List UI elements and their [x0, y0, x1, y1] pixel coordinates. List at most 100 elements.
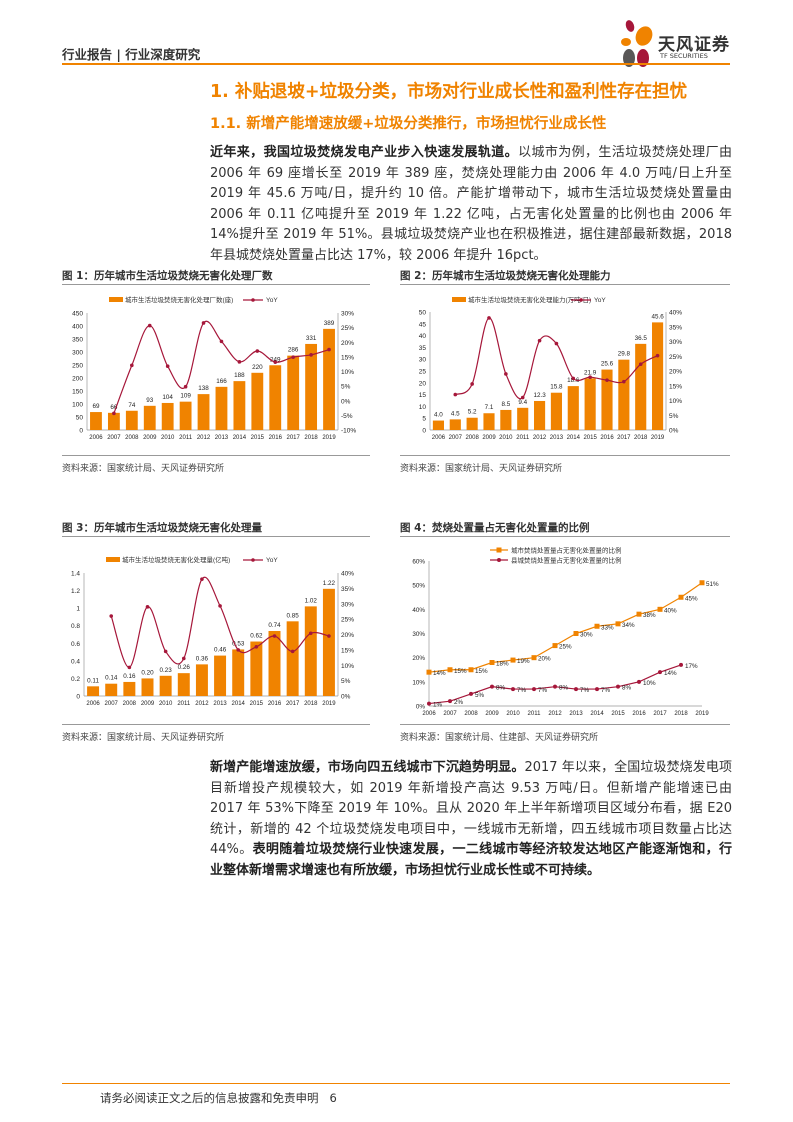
bar-data-label: 138	[198, 385, 209, 392]
footer: 请务必阅读正文之后的信息披露和免责申明 6	[100, 1090, 337, 1106]
bar-data-label: 331	[306, 335, 317, 342]
bar	[269, 365, 282, 430]
x-tick-label: 2013	[213, 701, 227, 707]
bar	[500, 409, 512, 430]
y-tick-label: 1	[76, 606, 80, 613]
y-tick-label: 25	[419, 369, 427, 376]
footer-divider	[62, 1083, 730, 1084]
bar	[322, 588, 335, 696]
y-tick-label: 20%	[412, 655, 425, 662]
y-tick-label: 50%	[412, 583, 425, 590]
bar	[517, 407, 529, 430]
data-label: 7%	[601, 687, 611, 694]
figure-divider	[62, 455, 370, 456]
yoy-point	[219, 339, 224, 344]
x-tick-label: 2007	[449, 435, 463, 441]
figure-4-title: 图 4：焚烧处置量占无害化处置量的比例	[400, 522, 590, 534]
y2-tick-label: 10%	[669, 398, 682, 405]
x-tick-label: 2018	[674, 711, 688, 717]
bar-data-label: 0.46	[214, 647, 227, 654]
data-point	[699, 580, 705, 586]
logo-english: TF SECURITIES	[660, 52, 708, 60]
data-point	[679, 662, 683, 667]
data-label: 33%	[601, 624, 614, 631]
bar-data-label: 4.5	[451, 410, 460, 417]
x-tick-label: 2008	[125, 435, 139, 441]
section-heading: 1. 补贴退坡+垃圾分类，市场对行业成长性和盈利性存在担忧	[210, 82, 688, 102]
x-tick-label: 2011	[516, 435, 530, 441]
bar-data-label: 0.53	[232, 640, 245, 647]
x-tick-label: 2008	[465, 435, 479, 441]
figure-4-chart: 0% 10% 20% 30% 40% 50% 60% 2006 2007 2008 2009 2010…	[412, 546, 719, 718]
legend-bar-label: 城市生活垃圾焚烧无害化处理厂数(座)	[125, 295, 233, 304]
x-tick-label: 2015	[251, 435, 265, 441]
x-tick-label: 2016	[600, 435, 614, 441]
yoy-point	[200, 577, 204, 581]
analysis-paragraph: 新增产能增速放缓，市场向四五线城市下沉趋势明显。2017 年以来，全国垃圾焚烧发…	[210, 758, 732, 882]
yoy-point	[655, 353, 660, 358]
bar	[287, 355, 300, 430]
yoy-point	[130, 363, 134, 368]
bar-data-label: 109	[180, 393, 191, 400]
yoy-point	[236, 648, 241, 652]
y-tick-label: 0.2	[71, 676, 80, 683]
bar-data-label: 69	[92, 403, 100, 410]
yoy-point	[147, 323, 152, 328]
bar	[161, 402, 174, 430]
figure-divider	[400, 284, 730, 285]
x-tick-label: 2017	[286, 435, 300, 441]
data-point	[426, 669, 432, 675]
bar-data-label: 286	[288, 347, 299, 354]
bar-data-label: 7.1	[485, 404, 494, 411]
yoy-point	[554, 341, 559, 346]
x-tick-label: 2015	[250, 701, 264, 707]
y-tick-label: 1.4	[71, 571, 80, 578]
figure-1-chart: 城市生活垃圾焚烧无害化处理厂数(座) YoY 0 50 100 150 200 250 300 3…	[72, 295, 356, 441]
y2-tick-label: 0%	[341, 694, 351, 701]
bar-data-label: 0.74	[268, 622, 281, 629]
disclaimer-link[interactable]: 请务必阅读正文之后的信息披露和免责申明	[100, 1091, 319, 1105]
figure-divider	[62, 536, 370, 537]
y-tick-label: 45	[419, 321, 427, 328]
y-tick-label: 5	[422, 416, 426, 423]
bar-data-label: 29.8	[618, 351, 631, 358]
bar-data-label: 166	[216, 378, 227, 385]
paragraph-text: 2017 年以来，全国垃圾焚烧发电项目新增投产规模较大，如 2019 年新增投产…	[210, 760, 732, 858]
data-label: 2%	[454, 699, 464, 706]
yoy-point	[145, 605, 150, 609]
legend-marker	[496, 547, 502, 553]
legend-line-label: YoY	[266, 297, 278, 304]
y2-tick-label: 5%	[341, 678, 351, 685]
x-tick-label: 2015	[611, 711, 625, 717]
yoy-point	[109, 614, 114, 618]
y2-tick-label: 40%	[669, 310, 682, 317]
bar-data-label: 4.0	[434, 412, 443, 419]
yoy-point	[327, 347, 331, 352]
bar	[125, 410, 138, 430]
y2-tick-label: 35%	[341, 586, 354, 593]
x-tick-label: 2011	[177, 701, 191, 707]
data-label: 17%	[685, 663, 698, 670]
bar	[449, 419, 461, 430]
x-tick-label: 2014	[567, 435, 581, 441]
data-label: 14%	[433, 670, 446, 677]
data-label: 30%	[580, 632, 593, 639]
y-tick-label: 300	[72, 350, 83, 357]
figure-4-source: 资料来源：国家统计局、住建部、天风证券研究所	[400, 733, 599, 743]
y-tick-label: 400	[72, 324, 83, 331]
bar-data-label: 12.3	[533, 392, 546, 399]
yoy-point	[291, 355, 295, 359]
data-point	[595, 687, 599, 692]
bar	[195, 664, 208, 696]
data-label: 40%	[664, 607, 677, 614]
bar-data-label: 0.36	[196, 655, 209, 662]
legend-line-label: YoY	[594, 297, 606, 304]
yoy-point	[254, 645, 259, 649]
x-tick-label: 2017	[617, 435, 631, 441]
bar-data-label: 0.62	[250, 633, 263, 640]
yoy-point	[181, 656, 186, 661]
bar	[550, 392, 562, 430]
y-tick-label: 50	[76, 415, 84, 422]
x-tick-label: 2013	[569, 711, 583, 717]
y-tick-label: 0.8	[71, 623, 80, 630]
